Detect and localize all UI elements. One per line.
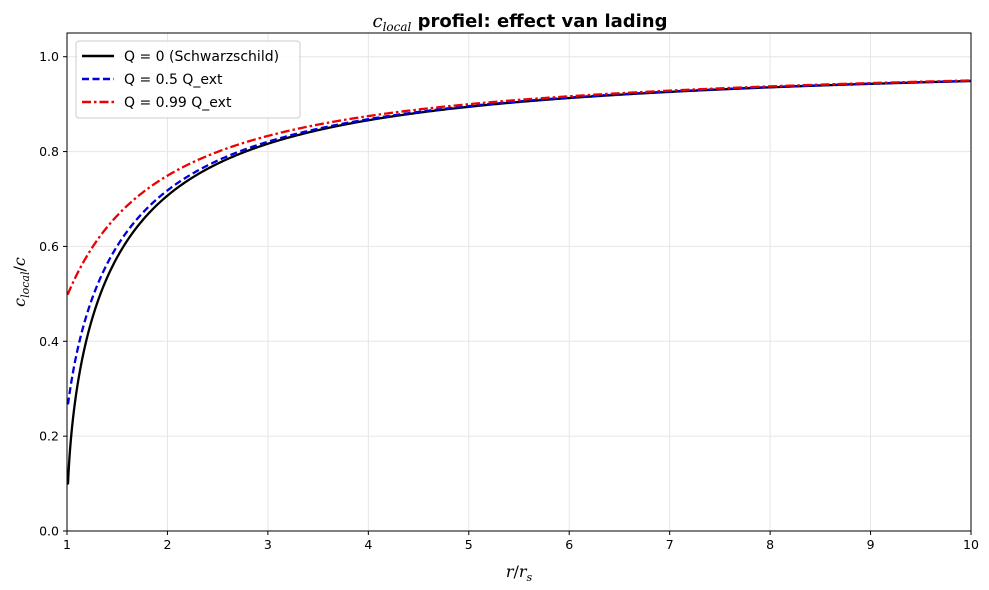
x-tick-label: 2	[163, 537, 171, 552]
y-tick-label: 0.8	[39, 144, 59, 159]
x-tick-label: 7	[666, 537, 674, 552]
legend: Q = 0 (Schwarzschild) Q = 0.5 Q_ext Q = …	[75, 40, 301, 119]
legend-label-q05: Q = 0.5 Q_ext	[124, 72, 223, 88]
x-tick-label: 4	[364, 537, 372, 552]
chart-title: clocal profiel: effect van lading	[372, 11, 667, 34]
plot-frame	[66, 32, 972, 532]
x-tick-label: 5	[465, 537, 473, 552]
y-axis-label: clocal/c	[10, 257, 32, 307]
legend-label-q099: Q = 0.99 Q_ext	[124, 95, 232, 111]
x-tick-label: 1	[63, 537, 71, 552]
x-tick-label: 6	[565, 537, 573, 552]
y-tick-label: 0.0	[39, 524, 59, 539]
x-tick-label: 3	[264, 537, 272, 552]
y-tick-label: 0.6	[39, 239, 59, 254]
x-tick-label: 10	[963, 537, 979, 552]
legend-label-q0: Q = 0 (Schwarzschild)	[124, 49, 279, 65]
x-tick-label: 8	[766, 537, 774, 552]
x-tick-label: 9	[867, 537, 875, 552]
x-ticks: 1 2 3 4 5 6 7 8 9 10	[63, 531, 979, 552]
y-tick-label: 1.0	[39, 49, 59, 64]
y-tick-label: 0.2	[39, 429, 59, 444]
y-tick-label: 0.4	[39, 334, 59, 349]
legend-box	[75, 40, 301, 119]
series-line-q099	[65, 79, 972, 296]
y-ticks: 0.0 0.2 0.4 0.6 0.8 1.0	[39, 49, 67, 539]
x-axis-label: r/rs	[506, 562, 533, 584]
series-lines	[65, 79, 972, 485]
series-line-q05	[65, 79, 972, 405]
